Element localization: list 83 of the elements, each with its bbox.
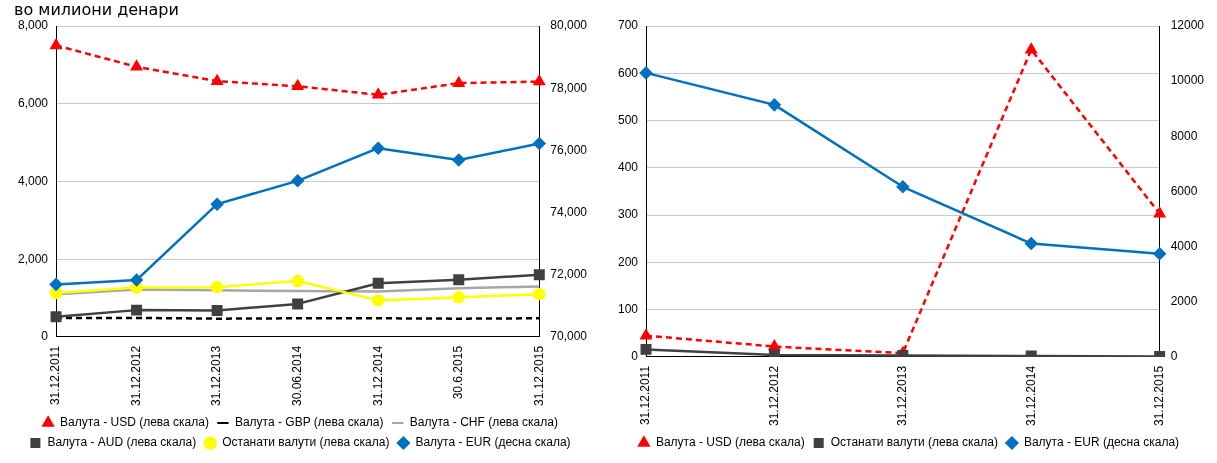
y-tick-label: 100 [617,301,639,316]
legend-label: Валута - CHF (лева скала) [409,415,558,430]
point [372,277,384,289]
legend-label: Валута - AUD (лева скала) [47,435,197,450]
point [768,98,781,112]
y2-tick-label: 10000 [1170,73,1205,88]
point [50,39,62,50]
y2-tick-label: 76,000 [550,142,588,157]
point [371,141,385,155]
legend-label: Валута - EUR (десна скала) [415,435,571,450]
y2-tick-label: 74,000 [550,204,588,219]
point [768,340,780,351]
x-tick-label: 31.12.2013 [895,365,910,426]
y-tick-label: 6,000 [18,96,49,111]
x-tick-label: 30.6.2015 [451,345,466,400]
point [452,291,465,304]
y-tick-label: 4,000 [18,173,49,188]
point [452,153,465,167]
y2-tick-label: 80,000 [550,18,588,33]
point [211,74,223,85]
point [371,294,385,307]
point [533,75,545,86]
x-tick-label: 31.12.2014 [1023,365,1038,426]
point [640,329,652,340]
legend-label: Валута - EUR (десна скала) [1023,435,1180,450]
legend-label: Валута - USD (лева скала) [655,435,805,450]
point [1025,43,1037,54]
point [1153,247,1166,261]
point [291,174,304,188]
legend-label: Останати валути (лева скала) [222,435,390,450]
point [50,311,62,323]
point [533,137,546,150]
point [130,273,143,287]
legend-label: Валута - GBP (лева скала) [234,415,384,430]
y2-tick-label: 78,000 [550,80,588,95]
y-tick-label: 8,000 [18,18,49,33]
point [1154,207,1166,218]
y2-tick-label: 72,000 [550,267,588,282]
y-tick-label: 2,000 [18,251,49,266]
point [49,278,63,291]
point [211,305,223,316]
point [533,269,545,281]
y-tick-label: 200 [617,254,639,269]
point [453,76,465,87]
y2-tick-label: 70,000 [550,329,588,344]
y-tick-label: 0 [631,349,639,364]
point [131,304,143,316]
y2-tick-label: 6000 [1170,183,1198,198]
point [210,197,224,211]
point [640,343,652,355]
x-tick-label: 31.12.2013 [209,345,224,406]
point [533,287,546,301]
x-tick-label: 31.12.2015 [1151,365,1166,426]
y2-tick-label: 0 [1170,349,1178,364]
point [896,180,910,194]
point [639,66,653,80]
y-tick-label: 400 [617,160,639,175]
legend-label: Валута - USD (лева скала) [60,415,209,430]
x-tick-label: 31.12.2011 [48,345,63,406]
legend-label: Останати валути (лева скала) [830,435,998,450]
point [1024,237,1038,250]
y-tick-label: 0 [41,329,49,344]
chart-title: во милиони денари [14,0,179,19]
y-tick-label: 500 [617,112,639,127]
x-tick-label: 31.12.2012 [766,365,781,426]
y2-tick-label: 12000 [1170,18,1205,33]
point [291,274,304,288]
y-tick-label: 600 [617,65,639,80]
x-tick-label: 30.06.2014 [289,345,304,406]
x-tick-label: 31.12.2014 [370,345,385,406]
x-tick-label: 31.12.2012 [128,345,143,406]
point [453,274,465,286]
y2-tick-label: 2000 [1170,294,1198,309]
y2-tick-label: 8000 [1170,128,1198,143]
y2-tick-label: 4000 [1170,238,1198,253]
y-tick-label: 300 [617,207,639,222]
x-tick-label: 31.12.2011 [638,365,653,426]
x-tick-label: 31.12.2015 [531,345,546,406]
y-tick-label: 700 [617,18,639,33]
point [210,280,224,294]
point [292,298,304,310]
point [130,60,143,71]
point [372,88,384,99]
